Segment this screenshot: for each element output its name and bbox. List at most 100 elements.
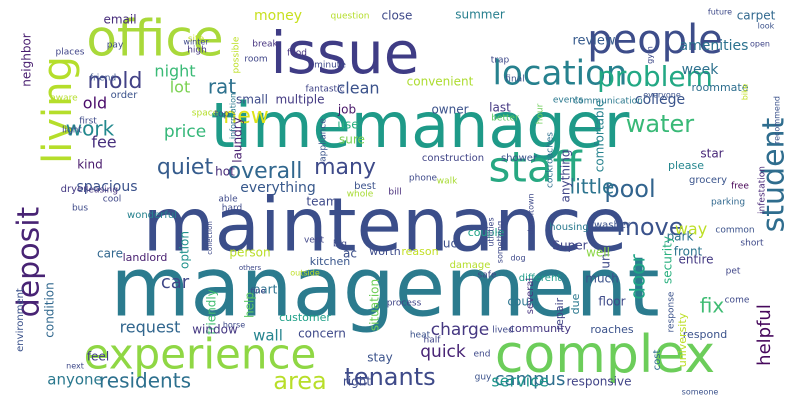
- word-lot: lot: [170, 78, 191, 97]
- word-price: price: [164, 122, 206, 142]
- word-landlord: landlord: [123, 251, 168, 264]
- word-collection: collection: [206, 221, 214, 255]
- word-everyone: everyone: [643, 91, 681, 100]
- word-places: places: [56, 48, 85, 58]
- word-information: information: [229, 93, 238, 139]
- word-first: first: [79, 117, 97, 127]
- word-charge: charge: [431, 320, 489, 340]
- word-damage: damage: [450, 260, 491, 271]
- word-super: Super: [552, 239, 587, 253]
- word-amenities: amenities: [680, 38, 749, 54]
- word-order: order: [111, 90, 139, 101]
- word-bill: bill: [388, 188, 401, 198]
- word-security: security: [661, 236, 675, 284]
- word-events: events: [553, 96, 584, 106]
- word-ac: ac: [343, 247, 357, 261]
- word-issue: issue: [271, 19, 420, 87]
- word-dryer: dryer: [61, 184, 89, 195]
- word-site: site: [188, 35, 205, 45]
- word-open: open: [750, 40, 770, 49]
- word-neighbor: neighbor: [20, 33, 34, 87]
- word-someone: someone: [682, 388, 719, 397]
- word-possible: possible: [232, 36, 242, 73]
- word-work: work: [66, 117, 115, 141]
- word-space: space: [192, 109, 219, 119]
- word-common: common: [715, 226, 754, 236]
- word-condition: condition: [43, 282, 57, 337]
- word-concern: concern: [298, 327, 346, 341]
- word-winter: winter: [183, 38, 209, 47]
- word-process: process: [387, 299, 422, 309]
- word-owner: owner: [431, 103, 468, 117]
- word-person: person: [229, 246, 270, 260]
- word-future: future: [708, 8, 732, 17]
- word-construction: construction: [422, 153, 484, 164]
- word-floor: floor: [598, 295, 625, 309]
- word-carpet: carpet: [737, 9, 776, 23]
- word-utilities: utilities: [487, 217, 496, 246]
- word-grocery: grocery: [689, 175, 727, 186]
- word-infestation: infestation: [758, 166, 768, 214]
- word-well: well: [586, 246, 610, 260]
- word-walk: walk: [437, 177, 458, 187]
- word-wonderful: wonderful: [127, 210, 177, 221]
- word-horse: horse: [223, 321, 245, 330]
- word-housing: housing: [549, 222, 588, 233]
- word-top: top: [215, 110, 230, 120]
- word-bus: bus: [72, 204, 88, 214]
- word-office: office: [86, 10, 223, 68]
- word-car: car: [161, 272, 190, 293]
- word-helpful: helpful: [754, 304, 775, 366]
- word-dog: dog: [510, 254, 525, 263]
- word-heat: heat: [410, 331, 431, 341]
- word-quick: quick: [420, 342, 466, 362]
- word-reason: reason: [401, 245, 438, 258]
- word-request: request: [120, 318, 181, 337]
- word-light: light: [62, 126, 82, 136]
- word-customer: customer: [279, 311, 331, 324]
- word-laundry: laundry: [231, 117, 245, 163]
- word-hard: hard: [222, 204, 242, 214]
- word-job: job: [337, 103, 356, 117]
- word-much: much: [585, 272, 619, 286]
- word-recommend: recommend: [773, 96, 782, 144]
- word-please: please: [668, 159, 704, 172]
- word-due: due: [569, 293, 582, 314]
- word-short: short: [740, 239, 764, 249]
- word-door: door: [626, 254, 650, 300]
- word-response: response: [667, 291, 677, 332]
- word-appliance: appliance: [319, 118, 329, 162]
- word-outside: outside: [290, 269, 320, 278]
- word-way: way: [675, 220, 707, 239]
- word-pay: pay: [107, 41, 124, 51]
- word-old: old: [83, 94, 107, 113]
- word-high: high: [187, 46, 207, 56]
- word-community: community: [509, 322, 572, 335]
- word-fee: fee: [91, 133, 116, 152]
- word-option: option: [178, 231, 192, 269]
- word-anyone: anyone: [47, 371, 103, 389]
- word-break: break: [252, 40, 278, 50]
- word-food: food: [287, 49, 307, 59]
- word-sure: sure: [339, 133, 365, 147]
- word-help: help: [243, 292, 257, 318]
- word-best: best: [354, 181, 376, 192]
- word-experience: experience: [84, 330, 317, 379]
- word-cockroaches: cockroaches: [546, 132, 556, 188]
- word-close: close: [382, 9, 413, 23]
- word-free: free: [731, 182, 749, 192]
- word-complex: complex: [495, 325, 715, 385]
- word-hot: hot: [215, 165, 235, 179]
- word-park: park: [667, 230, 694, 244]
- word-water: water: [626, 110, 695, 138]
- word-others: others: [239, 264, 262, 272]
- word-anything: anything: [559, 150, 573, 203]
- word-entire: entire: [678, 253, 713, 267]
- word-staff: staff: [488, 143, 582, 192]
- word-pet: pet: [726, 267, 741, 277]
- word-wall: wall: [253, 327, 283, 345]
- word-minute: minute: [314, 61, 346, 71]
- word-come: come: [725, 296, 750, 306]
- word-money: money: [254, 8, 302, 24]
